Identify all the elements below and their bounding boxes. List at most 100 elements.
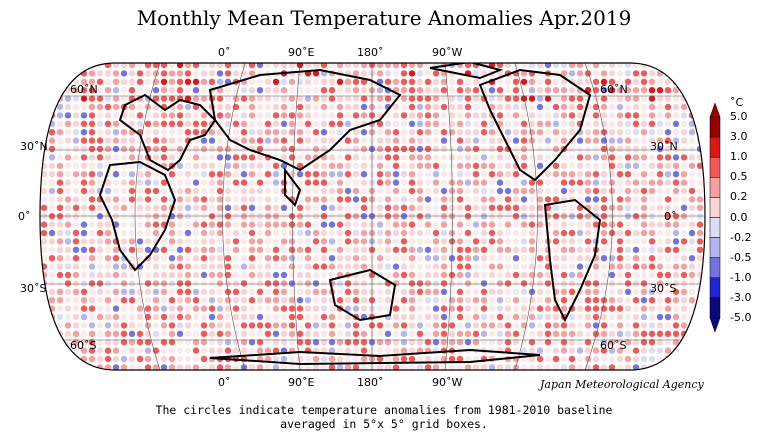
anomaly-dot bbox=[72, 313, 80, 321]
anomaly-dot bbox=[608, 288, 616, 295]
anomaly-dot bbox=[328, 238, 336, 245]
anomaly-dot bbox=[104, 154, 112, 161]
anomaly-dot bbox=[72, 112, 80, 119]
anomaly-dot bbox=[520, 305, 528, 312]
anomaly-dot bbox=[224, 347, 232, 354]
anomaly-dot bbox=[224, 112, 232, 119]
anomaly-dot bbox=[168, 120, 176, 128]
anomaly-dot bbox=[160, 339, 168, 346]
anomaly-dot bbox=[360, 364, 368, 370]
anomaly-dot bbox=[344, 154, 352, 161]
anomaly-dot bbox=[640, 280, 648, 287]
anomaly-dot bbox=[448, 154, 456, 161]
anomaly-dot bbox=[392, 196, 400, 203]
anomaly-dot bbox=[96, 103, 104, 111]
anomaly-dot bbox=[120, 221, 128, 228]
anomaly-dot bbox=[216, 255, 224, 262]
anomaly-dot bbox=[128, 322, 136, 329]
anomaly-dot bbox=[504, 221, 512, 228]
anomaly-dot bbox=[392, 78, 400, 86]
anomaly-dot bbox=[72, 347, 80, 354]
anomaly-dot bbox=[544, 154, 552, 161]
anomaly-dot bbox=[208, 154, 216, 161]
anomaly-dot bbox=[80, 221, 88, 228]
anomaly-dot bbox=[240, 339, 248, 346]
anomaly-dot bbox=[536, 330, 544, 337]
anomaly-dot bbox=[304, 271, 312, 279]
colorbar-min-arrow bbox=[709, 317, 721, 333]
anomaly-dot bbox=[280, 78, 288, 86]
anomaly-dot bbox=[512, 120, 520, 128]
anomaly-dot bbox=[272, 271, 280, 279]
anomaly-dot bbox=[584, 196, 592, 203]
anomaly-dot bbox=[616, 364, 624, 370]
anomaly-dot bbox=[616, 280, 624, 287]
anomaly-dot bbox=[224, 196, 232, 203]
anomaly-dot bbox=[696, 339, 704, 346]
anomaly-dot bbox=[336, 263, 344, 270]
anomaly-dot bbox=[256, 95, 264, 102]
anomaly-dot bbox=[336, 238, 344, 245]
anomaly-dot bbox=[256, 196, 264, 203]
anomaly-dot bbox=[200, 288, 208, 295]
anomaly-dot bbox=[592, 297, 600, 304]
anomaly-dot bbox=[304, 129, 312, 136]
anomaly-dot bbox=[408, 288, 416, 295]
anomaly-dot bbox=[152, 70, 160, 77]
anomaly-dot bbox=[280, 339, 288, 346]
anomaly-dot bbox=[112, 288, 120, 295]
anomaly-dot bbox=[328, 179, 336, 186]
anomaly-dot bbox=[440, 246, 448, 253]
anomaly-dot bbox=[88, 70, 96, 77]
anomaly-dot bbox=[224, 154, 232, 161]
anomaly-dot bbox=[536, 204, 544, 211]
anomaly-dot bbox=[40, 103, 48, 111]
anomaly-dot bbox=[480, 145, 488, 153]
anomaly-dot bbox=[392, 204, 400, 211]
anomaly-dot bbox=[536, 95, 544, 102]
anomaly-dot bbox=[512, 339, 520, 346]
anomaly-dot bbox=[696, 95, 704, 102]
anomaly-dot bbox=[464, 246, 472, 253]
anomaly-dot bbox=[648, 120, 656, 128]
anomaly-dot bbox=[600, 364, 608, 370]
anomaly-dot bbox=[608, 271, 616, 279]
anomaly-dot bbox=[248, 87, 256, 94]
anomaly-dot bbox=[576, 255, 584, 262]
anomaly-dot bbox=[256, 339, 264, 346]
anomaly-dot bbox=[464, 263, 472, 270]
anomaly-dot bbox=[80, 187, 88, 195]
anomaly-dot bbox=[512, 187, 520, 195]
anomaly-dot bbox=[680, 255, 688, 262]
anomaly-dot bbox=[472, 280, 480, 287]
anomaly-dot bbox=[176, 112, 184, 119]
anomaly-dot bbox=[192, 255, 200, 262]
anomaly-dot bbox=[200, 271, 208, 279]
anomaly-dot bbox=[552, 196, 560, 203]
anomaly-dot bbox=[72, 162, 80, 169]
anomaly-dot bbox=[328, 271, 336, 279]
anomaly-dot bbox=[296, 339, 304, 346]
anomaly-dot bbox=[632, 229, 640, 237]
anomaly-dot bbox=[264, 187, 272, 195]
anomaly-dot bbox=[656, 154, 664, 161]
anomaly-dot bbox=[72, 87, 80, 94]
anomaly-dot bbox=[464, 112, 472, 119]
anomaly-dot bbox=[312, 120, 320, 128]
anomaly-dot bbox=[640, 238, 648, 245]
anomaly-dot bbox=[144, 263, 152, 270]
anomaly-dot bbox=[192, 313, 200, 321]
colorbar-tick-label: 1.0 bbox=[730, 150, 748, 164]
anomaly-dot bbox=[184, 339, 192, 346]
anomaly-dot bbox=[656, 129, 664, 136]
anomaly-dot bbox=[392, 263, 400, 270]
anomaly-dot bbox=[528, 87, 536, 94]
anomaly-dot bbox=[136, 263, 144, 270]
anomaly-dot bbox=[624, 313, 632, 321]
anomaly-dot bbox=[704, 103, 705, 111]
anomaly-dot bbox=[512, 145, 520, 153]
anomaly-dot bbox=[112, 313, 120, 321]
anomaly-dot bbox=[408, 120, 416, 128]
anomaly-dot bbox=[376, 330, 384, 337]
anomaly-dot bbox=[216, 204, 224, 211]
